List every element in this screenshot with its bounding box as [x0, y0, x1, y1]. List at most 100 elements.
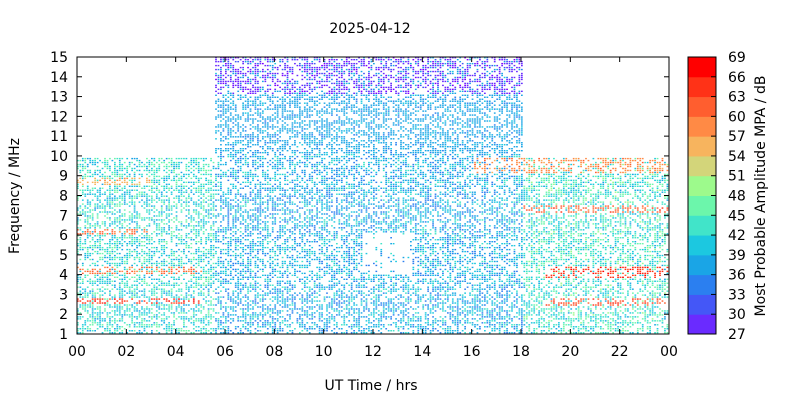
heatmap-cell: [148, 300, 151, 302]
heatmap-cell: [205, 201, 207, 203]
heatmap-cell: [79, 276, 82, 279]
heatmap-cell: [225, 306, 227, 308]
heatmap-cell: [84, 306, 87, 308]
heatmap-cell: [225, 201, 227, 203]
heatmap-cell: [212, 181, 215, 184]
heatmap-cell: [257, 195, 259, 197]
heatmap-cell: [185, 163, 188, 166]
heatmap-cell: [247, 262, 249, 265]
heatmap-cell: [242, 316, 244, 318]
heatmap-cell: [232, 94, 235, 96]
heatmap-cell: [89, 246, 92, 249]
heatmap-cell: [118, 189, 121, 191]
heatmap-cell: [247, 233, 249, 235]
heatmap-cell: [244, 193, 247, 195]
heatmap-cell: [274, 250, 277, 253]
heatmap-cell: [123, 195, 126, 197]
heatmap-cell: [205, 157, 207, 160]
heatmap-cell: [210, 173, 212, 176]
heatmap-cell: [247, 179, 249, 182]
heatmap-cell: [207, 320, 210, 322]
heatmap-cell: [242, 217, 244, 219]
heatmap-cell: [77, 185, 79, 187]
heatmap-cell: [185, 181, 188, 184]
heatmap-cell: [190, 296, 193, 298]
heatmap-cell: [121, 302, 124, 304]
heatmap-cell: [229, 306, 232, 308]
heatmap-cell: [180, 241, 183, 243]
heatmap-cell: [266, 235, 269, 237]
heatmap-cell: [170, 241, 173, 243]
heatmap-cell: [101, 231, 104, 233]
heatmap-cell: [220, 282, 222, 284]
heatmap-cell: [239, 201, 242, 203]
heatmap-cell: [101, 252, 104, 255]
heatmap-cell: [185, 167, 188, 170]
heatmap-cell: [262, 244, 264, 247]
heatmap-cell: [195, 181, 198, 184]
heatmap-cell: [121, 157, 124, 160]
heatmap-cell: [128, 254, 131, 257]
heatmap-cell: [160, 302, 163, 304]
heatmap-cell: [276, 157, 279, 160]
heatmap-cell: [128, 235, 131, 237]
heatmap-cell: [126, 181, 129, 184]
heatmap-cell: [234, 221, 237, 223]
heatmap-cell: [262, 248, 264, 251]
heatmap-cell: [138, 239, 141, 241]
heatmap-cell: [141, 199, 143, 201]
heatmap-cell: [257, 68, 259, 71]
heatmap-cell: [89, 304, 92, 306]
heatmap-cell: [192, 193, 195, 195]
heatmap-cell: [190, 225, 193, 227]
heatmap-cell: [79, 171, 82, 174]
heatmap-cell: [195, 203, 198, 205]
heatmap-cell: [79, 282, 82, 284]
heatmap-cell: [274, 203, 277, 205]
heatmap-cell: [180, 203, 183, 205]
heatmap-cell: [237, 298, 240, 300]
heatmap-cell: [271, 60, 274, 63]
heatmap-cell: [133, 175, 136, 178]
heatmap-cell: [197, 284, 200, 286]
heatmap-cell: [225, 332, 227, 334]
heatmap-cell: [163, 282, 166, 284]
heatmap-cell: [180, 258, 183, 261]
heatmap-cell: [136, 185, 138, 187]
heatmap-cell: [210, 239, 212, 241]
heatmap-cell: [104, 209, 106, 211]
heatmap-cell: [237, 175, 240, 178]
heatmap-cell: [225, 104, 227, 106]
heatmap-cell: [264, 227, 267, 229]
heatmap-cell: [86, 237, 89, 239]
heatmap-cell: [155, 260, 158, 263]
heatmap-cell: [252, 163, 254, 166]
heatmap-cell: [89, 235, 92, 237]
heatmap-cell: [133, 324, 136, 326]
heatmap-cell: [192, 227, 195, 229]
heatmap-cell: [225, 70, 227, 73]
heatmap-cell: [239, 80, 242, 83]
heatmap-cell: [284, 270, 286, 273]
heatmap-cell: [148, 310, 151, 312]
heatmap-cell: [106, 167, 109, 170]
heatmap-cell: [84, 215, 87, 217]
heatmap-cell: [151, 256, 153, 259]
heatmap-cell: [202, 233, 205, 235]
heatmap-cell: [234, 74, 237, 77]
heatmap-cell: [257, 175, 259, 178]
heatmap-cell: [160, 227, 163, 229]
heatmap-cell: [232, 320, 235, 322]
heatmap-cell: [222, 171, 225, 174]
heatmap-cell: [202, 318, 205, 320]
heatmap-cell: [276, 122, 279, 124]
heatmap-cell: [104, 229, 106, 231]
heatmap-cell: [146, 177, 148, 180]
heatmap-cell: [170, 326, 173, 328]
heatmap-cell: [229, 241, 232, 243]
heatmap-cell: [188, 173, 190, 176]
heatmap-cell: [276, 126, 279, 128]
heatmap-cell: [207, 316, 210, 318]
heatmap-cell: [239, 96, 242, 98]
heatmap-cell: [197, 292, 200, 294]
